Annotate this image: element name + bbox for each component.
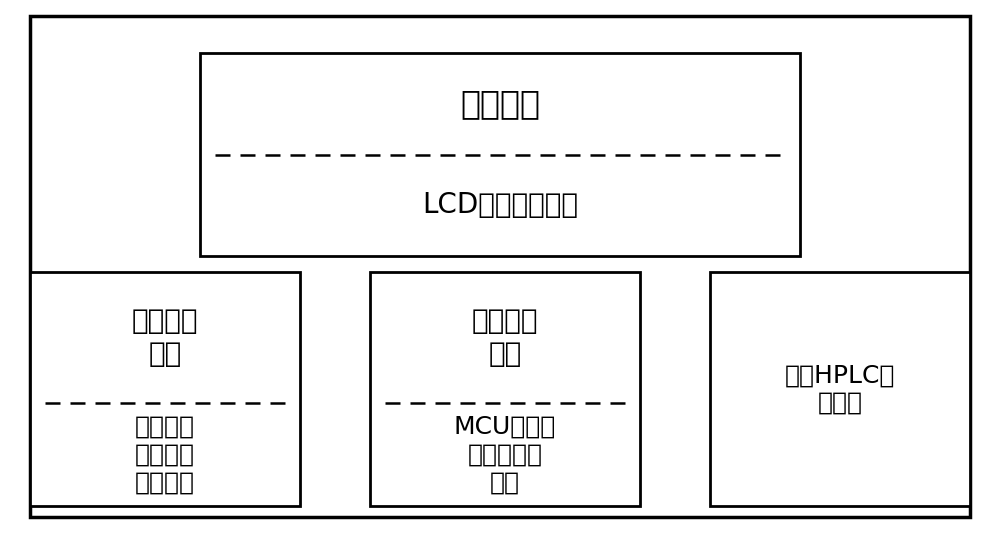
Text: 整流电路
斩波电路
保护电路: 整流电路 斩波电路 保护电路	[135, 415, 195, 495]
Text: 第一控制
单元: 第一控制 单元	[472, 308, 538, 368]
Bar	[370, 272, 640, 506]
Text: 操作模块: 操作模块	[460, 87, 540, 120]
Bar	[200, 53, 800, 256]
Text: LCD显示屏及按键: LCD显示屏及按键	[422, 191, 578, 219]
Text: MCU控制芯
片及其外围
电路: MCU控制芯 片及其外围 电路	[454, 415, 556, 495]
Text: 第一HPLC通
信模块: 第一HPLC通 信模块	[785, 363, 895, 415]
Bar	[30, 272, 300, 506]
Bar	[710, 272, 970, 506]
Text: 第一电源
模块: 第一电源 模块	[132, 308, 198, 368]
